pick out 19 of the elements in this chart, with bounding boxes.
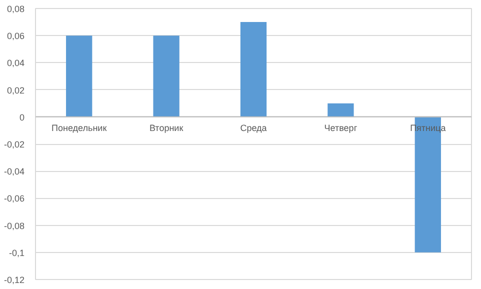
y-tick-label: 0,02 [6,85,25,96]
y-tick-label: 0,06 [6,31,25,42]
y-tick-label: -0,08 [4,220,24,231]
x-tick-label: Среда [240,122,267,133]
y-tick-label: -0,1 [8,248,25,258]
y-tick-label: -0,06 [4,194,24,204]
x-tick-label: Четверг [324,122,358,133]
x-tick-label: Вторник [149,122,184,133]
bar [240,22,267,117]
y-tick-label: 0 [19,112,25,122]
x-tick-label: Понедельник [52,122,107,133]
y-tick-label: 0,04 [6,58,25,68]
y-tick-label: -0,02 [4,140,24,150]
bar [328,103,354,117]
bar [66,36,92,117]
y-tick-label: -0,04 [4,166,24,177]
y-tick-label: -0,12 [4,275,24,285]
bar [153,36,180,117]
y-tick-label: 0,08 [6,4,25,14]
